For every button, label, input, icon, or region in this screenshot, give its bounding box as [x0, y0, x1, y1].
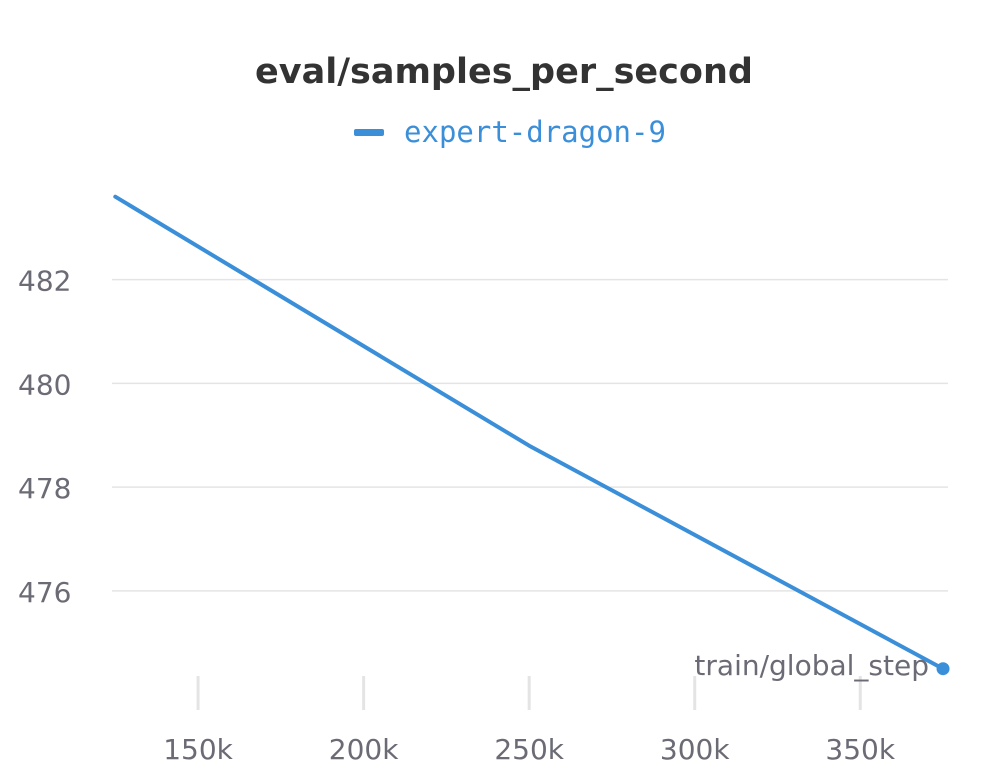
- x-tick-label-350k: 350k: [825, 733, 895, 766]
- y-tick-label-476: 476: [18, 576, 71, 609]
- series-line-expert-dragon-9: [113, 194, 945, 671]
- x-tick-label-300k: 300k: [660, 733, 730, 766]
- x-tick-label-150k: 150k: [163, 733, 233, 766]
- series-endpoint-expert-dragon-9: [936, 662, 950, 676]
- y-tick-label-482: 482: [18, 265, 71, 298]
- legend[interactable]: expert-dragon-9: [0, 115, 1008, 149]
- x-axis-label: train/global_step: [694, 649, 929, 682]
- y-tick-label-478: 478: [18, 472, 71, 505]
- legend-swatch-expert-dragon-9: [354, 128, 385, 136]
- x-tick-label-200k: 200k: [329, 733, 399, 766]
- y-tick-label-480: 480: [18, 368, 71, 401]
- legend-label-expert-dragon-9: expert-dragon-9: [404, 115, 666, 149]
- x-tick-label-250k: 250k: [494, 733, 564, 766]
- chart-title: eval/samples_per_second: [255, 52, 753, 92]
